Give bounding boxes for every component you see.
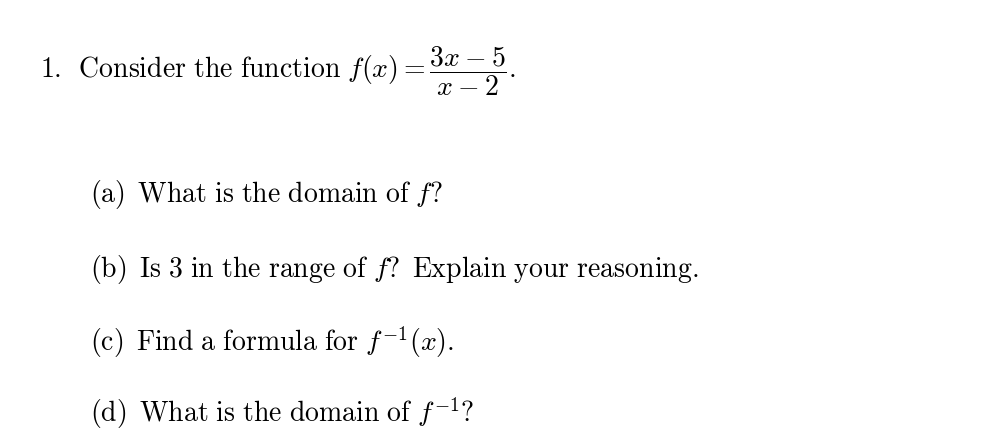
Text: $\mathrm{(b)\enspace Is\ 3\ in\ the\ range\ of\ } f\mathrm{?\enspace Explain\ yo: $\mathrm{(b)\enspace Is\ 3\ in\ the\ ran… — [90, 253, 699, 286]
Text: $\mathrm{(d)\enspace What\ is\ the\ domain\ of\ } f^{-1}\mathrm{?}$: $\mathrm{(d)\enspace What\ is\ the\ doma… — [90, 395, 474, 431]
Text: $\mathrm{1.\enspace Consider\ the\ function\ } f(x) = \dfrac{3x-5}{x-2}.$: $\mathrm{1.\enspace Consider\ the\ funct… — [40, 44, 516, 98]
Text: $\mathrm{(c)\enspace Find\ a\ formula\ for\ } f^{-1}(x)\mathrm{.}$: $\mathrm{(c)\enspace Find\ a\ formula\ f… — [90, 324, 454, 360]
Text: $\mathrm{(a)\enspace What\ is\ the\ domain\ of\ } f\mathrm{?}$: $\mathrm{(a)\enspace What\ is\ the\ doma… — [90, 178, 443, 210]
